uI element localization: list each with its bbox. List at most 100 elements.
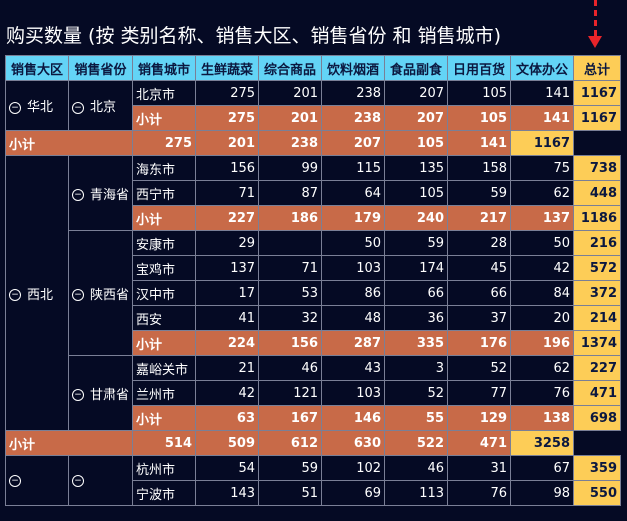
value-cell: 36 — [384, 305, 449, 331]
province-cell[interactable]: − 北京 — [67, 80, 134, 131]
value-cell: 99 — [258, 155, 323, 181]
value-cell: 66 — [447, 280, 512, 306]
value-cell: 275 — [195, 105, 260, 131]
value-cell: 21 — [195, 355, 260, 381]
value-cell: 102 — [321, 455, 386, 481]
collapse-icon[interactable]: − — [72, 474, 84, 487]
value-cell: 238 — [321, 80, 386, 106]
city-cell: 汉中市 — [132, 280, 197, 306]
header-total[interactable]: 总计 — [573, 55, 622, 81]
value-cell: 141 — [447, 130, 512, 156]
red-arrow-down-icon — [586, 0, 606, 54]
value-cell: 179 — [321, 205, 386, 231]
value-cell: 207 — [321, 130, 386, 156]
region-subtotal-label: 小计 — [4, 130, 134, 156]
value-cell: 201 — [258, 80, 323, 106]
table-row: − 华北 − 北京 北京市 275 201 238 207 105 141 1167 — [5, 80, 622, 131]
value-cell: 42 — [195, 380, 260, 406]
collapse-icon[interactable]: − — [9, 101, 21, 114]
value-cell: 28 — [447, 230, 512, 256]
value-cell: 121 — [258, 380, 323, 406]
province-cell[interactable]: − 青海省 — [67, 155, 134, 231]
total-cell: 1186 — [573, 205, 622, 231]
header-city[interactable]: 销售城市 — [132, 55, 197, 81]
value-cell: 76 — [447, 480, 512, 506]
value-cell: 105 — [384, 180, 449, 206]
province-cell[interactable]: − 陕西省 — [67, 230, 134, 356]
value-cell: 87 — [258, 180, 323, 206]
value-cell: 46 — [258, 355, 323, 381]
value-cell: 238 — [321, 105, 386, 131]
total-cell: 3258 — [510, 430, 575, 456]
value-cell: 103 — [321, 380, 386, 406]
value-cell: 103 — [321, 255, 386, 281]
total-cell: 1374 — [573, 330, 622, 356]
province-cell[interactable]: − — [67, 455, 134, 506]
province-subtotal-row: 小计 227 186 179 240 217 137 1186 — [6, 205, 622, 231]
province-cell-label: 甘肃省 — [90, 387, 130, 403]
collapse-icon[interactable]: − — [9, 474, 21, 487]
value-cell: 45 — [447, 255, 512, 281]
table-row: − 甘肃省 嘉峪关市 21 46 43 3 52 62 227 — [6, 355, 622, 431]
header-row: 销售大区 销售省份 销售城市 生鲜蔬菜 综合商品 饮料烟酒 食品副食 日用百货 … — [5, 55, 622, 81]
header-general-goods[interactable]: 综合商品 — [258, 55, 323, 81]
total-cell: 698 — [573, 405, 622, 431]
value-cell: 51 — [258, 480, 323, 506]
value-cell: 64 — [321, 180, 386, 206]
value-cell: 75 — [510, 155, 575, 181]
collapse-icon[interactable]: − — [9, 289, 21, 301]
region-cell[interactable]: − 华北 — [5, 80, 69, 131]
header-food[interactable]: 食品副食 — [384, 55, 449, 81]
value-cell: 275 — [195, 80, 260, 106]
header-daily-goods[interactable]: 日用百货 — [447, 55, 512, 81]
region-cell-label: 华北 — [27, 100, 54, 115]
value-cell: 50 — [321, 230, 386, 256]
value-cell: 46 — [384, 455, 449, 481]
header-stationery[interactable]: 文体办公 — [510, 55, 575, 81]
subtotal-label: 小计 — [132, 105, 197, 131]
province-cell[interactable]: − 甘肃省 — [67, 355, 134, 431]
region-subtotal-label: 小计 — [4, 430, 134, 456]
collapse-icon[interactable]: − — [72, 289, 84, 301]
province-subtotal-row: 小计 224 156 287 335 176 196 1374 — [6, 330, 622, 356]
collapse-icon[interactable]: − — [72, 389, 84, 401]
header-beverage-tobacco[interactable]: 饮料烟酒 — [321, 55, 386, 81]
value-cell: 71 — [195, 180, 260, 206]
value-cell: 509 — [195, 430, 260, 456]
value-cell: 141 — [510, 80, 575, 106]
value-cell: 53 — [258, 280, 323, 306]
province-subtotal-row: 小计 63 167 146 55 129 138 698 — [6, 405, 622, 431]
value-cell: 186 — [258, 205, 323, 231]
value-cell: 227 — [195, 205, 260, 231]
table-row: − 陕西省 安康市 29 50 59 28 50 216 — [6, 230, 622, 356]
value-cell: 29 — [195, 230, 260, 256]
value-cell: 167 — [258, 405, 323, 431]
subtotal-label: 小计 — [132, 205, 197, 231]
header-region[interactable]: 销售大区 — [5, 55, 69, 81]
value-cell: 67 — [510, 455, 575, 481]
total-cell: 1167 — [510, 130, 575, 156]
city-cell: 宝鸡市 — [132, 255, 197, 281]
total-cell: 1167 — [573, 105, 622, 131]
region-subtotal-row: 小计 275 201 238 207 105 141 1167 — [4, 130, 621, 156]
region-cell[interactable]: − — [5, 455, 69, 506]
collapse-icon[interactable]: − — [72, 189, 84, 201]
city-cell: 兰州市 — [132, 380, 197, 406]
region-cell[interactable]: − 西北 — [5, 155, 69, 431]
value-cell: 37 — [447, 305, 512, 331]
province-cell-label: 青海省 — [90, 187, 130, 203]
value-cell: 59 — [258, 455, 323, 481]
value-cell: 522 — [384, 430, 449, 456]
header-fresh-vegetables[interactable]: 生鲜蔬菜 — [195, 55, 260, 81]
value-cell: 54 — [195, 455, 260, 481]
value-cell: 137 — [195, 255, 260, 281]
value-cell: 50 — [510, 230, 575, 256]
value-cell: 48 — [321, 305, 386, 331]
collapse-icon[interactable]: − — [72, 101, 84, 114]
value-cell: 113 — [384, 480, 449, 506]
value-cell: 77 — [447, 380, 512, 406]
header-province[interactable]: 销售省份 — [67, 55, 134, 81]
value-cell: 196 — [510, 330, 575, 356]
value-cell: 224 — [195, 330, 260, 356]
city-cell: 嘉峪关市 — [132, 355, 197, 381]
